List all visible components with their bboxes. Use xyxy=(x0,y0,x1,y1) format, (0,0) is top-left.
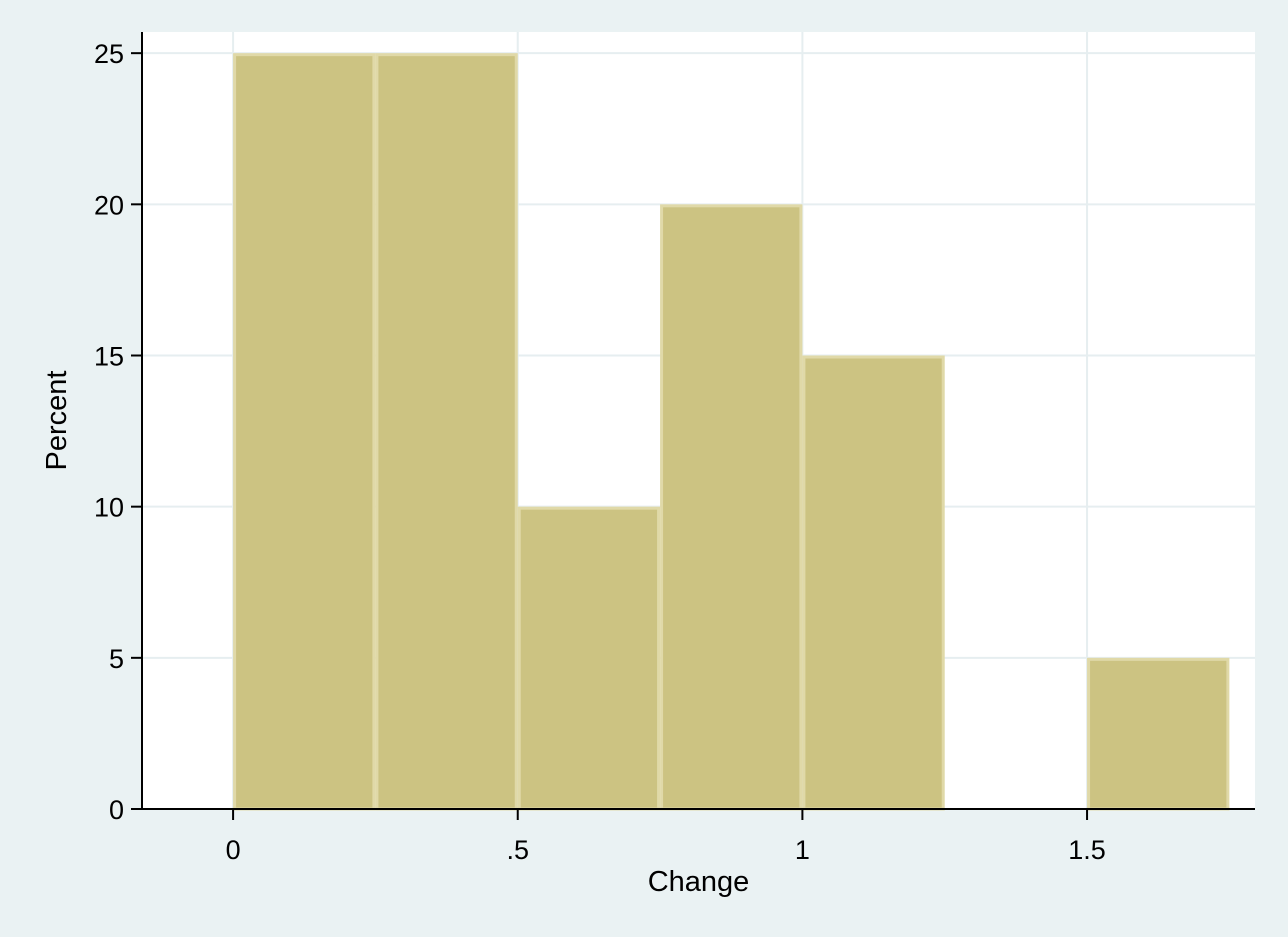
bars xyxy=(233,53,1230,811)
x-tick-label: 0 xyxy=(226,835,241,865)
x-axis-ticks: 0 .5 1 1.5 xyxy=(226,809,1106,865)
x-axis-title: Change xyxy=(648,866,750,898)
y-axis-ticks: 0 5 10 15 20 25 xyxy=(94,39,142,825)
histogram-bar xyxy=(517,506,661,811)
y-axis-title: Percent xyxy=(41,371,73,471)
axes xyxy=(141,32,1255,810)
y-tick-label: 0 xyxy=(109,795,124,825)
x-tick-label: .5 xyxy=(506,835,529,865)
histogram-bar xyxy=(802,355,945,811)
histogram-bar xyxy=(375,53,518,811)
histogram-bar xyxy=(1087,657,1230,811)
x-tick-label: 1 xyxy=(795,835,810,865)
x-tick-label: 1.5 xyxy=(1068,835,1106,865)
histogram-bar xyxy=(233,53,376,811)
y-tick-label: 5 xyxy=(109,644,124,674)
histogram-bar xyxy=(660,204,803,811)
y-tick-label: 20 xyxy=(94,190,124,220)
y-tick-label: 15 xyxy=(94,341,124,371)
y-tick-label: 25 xyxy=(94,39,124,69)
y-tick-label: 10 xyxy=(94,493,124,523)
